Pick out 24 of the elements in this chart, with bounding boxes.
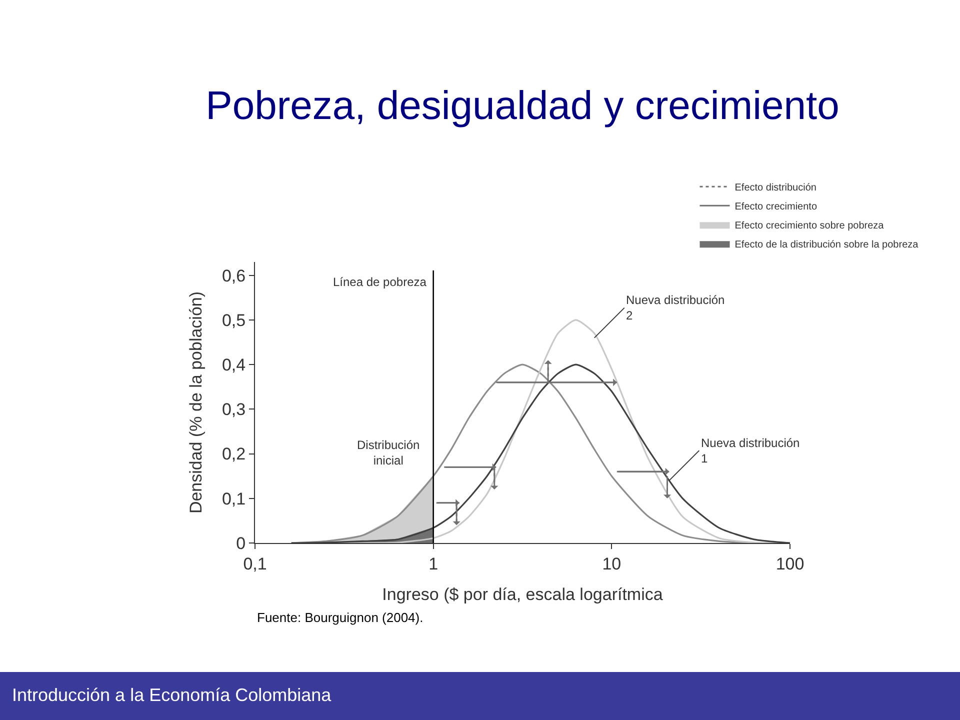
y-tick-label: 0,2: [222, 444, 246, 464]
y-tick-label: 0,3: [222, 400, 246, 420]
source-note: Fuente: Bourguignon (2004).: [257, 610, 424, 625]
legend-label: Efecto crecimiento: [734, 201, 818, 212]
legend-label: Efecto crecimiento sobre pobreza: [734, 220, 884, 232]
y-tick-label: 0,5: [222, 310, 246, 330]
y-tick-label: 0,4: [222, 356, 246, 375]
annotation: Distribución inicial: [357, 438, 420, 468]
legend-label: Efecto distribución: [734, 182, 816, 194]
y-tick-label: 0: [236, 534, 246, 553]
x-tick-label: 10: [602, 554, 622, 574]
x-axis-title: Ingreso ($ por día, escala logarítmica: [382, 584, 664, 604]
y-tick-label: 0,1: [222, 489, 246, 508]
ref-line-label: Línea de pobreza: [333, 275, 427, 289]
x-tick-label: 1: [428, 554, 438, 574]
y-axis-title: Densidad (% de la población): [186, 291, 206, 514]
annotation: Nueva distribución 2: [626, 293, 725, 323]
annotation: Nueva distribución 1: [701, 436, 800, 466]
chart-title: Pobreza, desigualdad y crecimiento: [206, 84, 840, 128]
y-tick-label: 0,6: [222, 266, 246, 286]
text: Introducción a la Economía Colombiana: [12, 685, 332, 705]
x-tick-label: 100: [776, 554, 804, 574]
x-tick-label: 0,1: [243, 554, 267, 574]
legend-label: Efecto de la distribución sobre la pobreza: [734, 239, 919, 250]
